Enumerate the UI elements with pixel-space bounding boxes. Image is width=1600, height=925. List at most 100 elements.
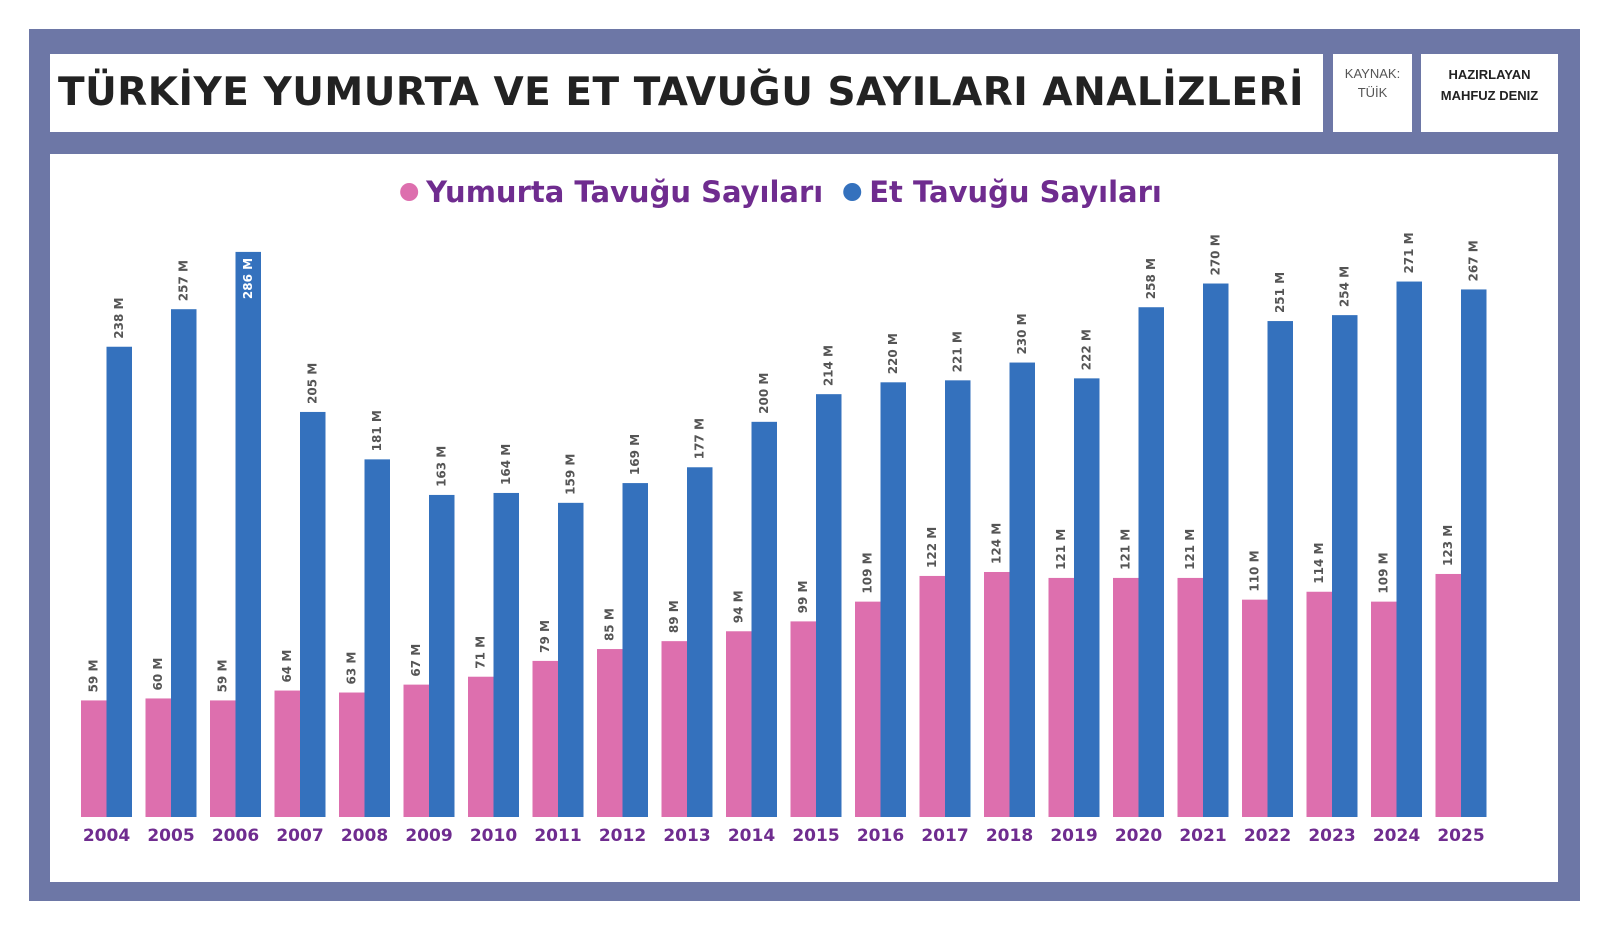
value-label-et-2006: 286 M [241, 258, 255, 299]
x-tick-label-2004: 2004 [83, 826, 130, 846]
value-label-yumurta-2011: 79 M [538, 620, 552, 653]
legend-marker-yumurta [400, 183, 419, 201]
value-label-et-2017: 221 M [951, 331, 965, 372]
value-label-yumurta-2007: 64 M [280, 650, 294, 683]
bar-yumurta-2013 [661, 641, 687, 817]
legend-marker-et [843, 183, 862, 201]
value-label-yumurta-2016: 109 M [861, 552, 875, 593]
bar-yumurta-2008 [339, 692, 365, 817]
x-tick-label-2006: 2006 [212, 826, 259, 846]
value-label-yumurta-2008: 63 M [345, 652, 359, 685]
value-label-yumurta-2021: 121 M [1183, 529, 1197, 570]
bar-et-2016 [880, 382, 906, 817]
bar-yumurta-2011 [532, 660, 558, 817]
bar-et-2005 [171, 309, 197, 817]
bar-et-2015 [816, 394, 842, 817]
value-label-et-2025: 267 M [1467, 240, 1481, 281]
bar-et-2006 [235, 251, 261, 817]
x-axis-labels: 2004 2005 2006 2007 2008 2009 2010 2011 2012 2013… [83, 826, 1485, 846]
bar-et-2020 [1138, 307, 1164, 817]
value-label-et-2005: 257 M [177, 260, 191, 301]
value-label-yumurta-2019: 121 M [1054, 529, 1068, 570]
value-label-yumurta-2024: 109 M [1377, 552, 1391, 593]
bar-et-2017 [945, 380, 971, 817]
bar-et-2018 [1009, 362, 1035, 817]
legend-label-yumurta: Yumurta Tavuğu Sayıları [425, 175, 823, 209]
value-label-et-2013: 177 M [693, 418, 707, 459]
bar-et-2007 [300, 411, 326, 817]
x-tick-label-2019: 2019 [1050, 826, 1097, 846]
chart-legend: Yumurta Tavuğu Sayıları Et Tavuğu Sayıla… [400, 175, 1162, 209]
value-label-yumurta-2020: 121 M [1119, 529, 1133, 570]
bar-yumurta-2024 [1371, 601, 1397, 817]
value-label-et-2009: 163 M [435, 446, 449, 487]
value-label-yumurta-2017: 122 M [925, 527, 939, 568]
value-label-et-2014: 200 M [757, 373, 771, 414]
bar-et-2021 [1203, 283, 1229, 818]
x-tick-label-2016: 2016 [857, 826, 904, 846]
bar-et-2011 [558, 502, 584, 817]
value-label-yumurta-2012: 85 M [603, 608, 617, 641]
value-label-yumurta-2022: 110 M [1248, 550, 1262, 591]
x-tick-label-2025: 2025 [1437, 826, 1484, 846]
author-label: HAZIRLAYAN [1448, 67, 1531, 82]
bar-yumurta-2020 [1113, 577, 1139, 817]
value-label-et-2022: 251 M [1273, 272, 1287, 313]
source-value: TÜİK [1357, 85, 1388, 100]
bar-yumurta-2023 [1306, 591, 1332, 817]
value-label-et-2020: 258 M [1144, 258, 1158, 299]
bar-et-2010 [493, 492, 519, 817]
x-tick-label-2022: 2022 [1244, 826, 1291, 846]
bar-yumurta-2005 [145, 698, 171, 817]
x-tick-label-2015: 2015 [792, 826, 839, 846]
value-label-et-2007: 205 M [306, 363, 320, 404]
x-tick-label-2012: 2012 [599, 826, 646, 846]
value-label-et-2019: 222 M [1080, 329, 1094, 370]
bar-yumurta-2007 [274, 690, 300, 817]
value-label-et-2021: 270 M [1209, 234, 1223, 275]
value-label-et-2012: 169 M [628, 434, 642, 475]
x-tick-label-2007: 2007 [276, 826, 323, 846]
value-label-et-2008: 181 M [370, 410, 384, 451]
bar-et-2013 [687, 467, 713, 817]
value-label-yumurta-2005: 60 M [151, 658, 165, 691]
x-tick-label-2024: 2024 [1373, 826, 1420, 846]
bar-et-2012 [622, 483, 648, 817]
x-tick-label-2023: 2023 [1308, 826, 1355, 846]
bar-et-2014 [751, 421, 777, 817]
bar-yumurta-2014 [726, 631, 752, 817]
bar-et-2025 [1461, 289, 1487, 817]
bar-et-2024 [1396, 281, 1422, 817]
value-label-yumurta-2023: 114 M [1312, 543, 1326, 584]
value-label-yumurta-2009: 67 M [409, 644, 423, 677]
value-label-et-2015: 214 M [822, 345, 836, 386]
bar-et-2009 [429, 494, 455, 817]
x-tick-label-2014: 2014 [728, 826, 775, 846]
legend-label-et: Et Tavuğu Sayıları [869, 175, 1162, 209]
x-tick-label-2021: 2021 [1179, 826, 1226, 846]
bar-yumurta-2022 [1242, 599, 1268, 817]
bar-et-2019 [1074, 378, 1100, 817]
title-panel: TÜRKİYE YUMURTA VE ET TAVUĞU SAYILARI AN… [50, 54, 1323, 132]
source-panel: KAYNAK: TÜİK [1333, 54, 1412, 132]
bar-et-2004 [106, 346, 132, 817]
bar-yumurta-2006 [210, 700, 236, 817]
value-label-yumurta-2015: 99 M [796, 581, 810, 614]
x-tick-label-2008: 2008 [341, 826, 388, 846]
bars-group: 59 M 238 M 60 M 257 M 59 M 286 M 64 M 205 M 63 M… [81, 232, 1487, 818]
value-label-et-2024: 271 M [1402, 232, 1416, 273]
x-tick-label-2017: 2017 [921, 826, 968, 846]
value-label-et-2016: 220 M [886, 333, 900, 374]
bar-et-2023 [1332, 315, 1358, 817]
value-label-yumurta-2004: 59 M [87, 660, 101, 693]
bar-yumurta-2012 [597, 649, 623, 817]
bar-yumurta-2021 [1177, 577, 1203, 817]
x-tick-label-2010: 2010 [470, 826, 517, 846]
x-tick-label-2011: 2011 [534, 826, 581, 846]
value-label-et-2004: 238 M [112, 298, 126, 339]
x-tick-label-2018: 2018 [986, 826, 1033, 846]
x-tick-label-2013: 2013 [663, 826, 710, 846]
value-label-et-2018: 230 M [1015, 313, 1029, 354]
bar-et-2008 [364, 459, 390, 817]
x-tick-label-2009: 2009 [405, 826, 452, 846]
